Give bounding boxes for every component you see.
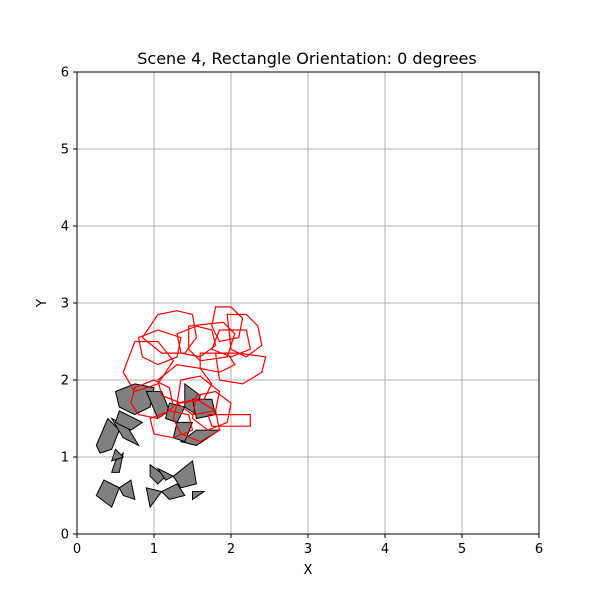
- outline-polygon: [207, 414, 251, 427]
- outline-polygon: [122, 340, 175, 393]
- x-tick-label: 1: [150, 542, 158, 557]
- outline-polygon: [157, 363, 213, 404]
- polygon-layer: [95, 306, 267, 509]
- y-tick-label: 6: [61, 66, 69, 81]
- y-tick-label: 5: [61, 143, 69, 158]
- filled-polygon: [95, 417, 120, 454]
- filled-polygon: [160, 483, 186, 500]
- x-tick-label: 6: [535, 542, 543, 557]
- filled-polygon: [172, 459, 197, 489]
- x-axis-label: X: [304, 563, 313, 578]
- outline-polygon: [141, 310, 198, 354]
- filled-polygon: [110, 448, 125, 462]
- outline-polygon: [149, 410, 194, 439]
- x-tick-label: 0: [73, 542, 81, 557]
- y-tick-label: 2: [61, 374, 69, 389]
- outline-polygon: [226, 313, 263, 358]
- x-tick-label: 4: [381, 542, 389, 557]
- y-tick-label: 4: [61, 220, 69, 235]
- y-axis-label: Y: [35, 299, 50, 308]
- filled-polygon: [156, 467, 175, 481]
- x-tick-label: 5: [458, 542, 466, 557]
- outline-polygon: [214, 352, 267, 385]
- x-tick-label: 3: [304, 542, 312, 557]
- filled-polygon: [114, 383, 155, 416]
- outline-polygon: [137, 329, 182, 366]
- outline-polygon: [211, 329, 251, 358]
- filled-polygon: [145, 487, 163, 509]
- filled-polygon: [118, 479, 136, 501]
- outline-polygon: [211, 306, 244, 343]
- y-tick-label: 0: [61, 528, 69, 543]
- y-tick-label: 1: [61, 451, 69, 466]
- outline-polygon: [176, 325, 217, 358]
- chart-title: Scene 4, Rectangle Orientation: 0 degree…: [137, 49, 476, 68]
- outline-polygon: [188, 321, 236, 362]
- outline-polygon: [172, 398, 221, 443]
- outline-polygon: [199, 352, 236, 373]
- filled-polygon: [192, 491, 206, 501]
- outline-polygon: [191, 390, 232, 431]
- y-tick-label: 3: [61, 297, 69, 312]
- tick-layer: 0 1 2 3 4 5 6 0 1 2 3 4 5 6: [61, 66, 543, 558]
- filled-polygon: [114, 410, 144, 431]
- x-tick-label: 2: [227, 542, 235, 557]
